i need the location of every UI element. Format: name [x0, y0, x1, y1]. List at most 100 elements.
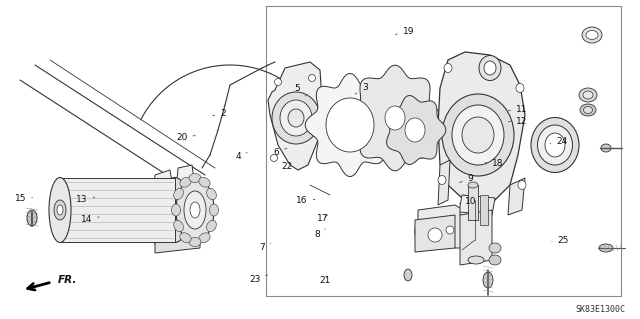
Text: 15: 15 — [15, 194, 33, 203]
Ellipse shape — [479, 56, 501, 80]
Ellipse shape — [489, 243, 501, 253]
Polygon shape — [152, 170, 175, 240]
Text: 14: 14 — [81, 215, 99, 224]
Ellipse shape — [442, 94, 514, 176]
Ellipse shape — [484, 61, 496, 75]
Ellipse shape — [159, 229, 165, 235]
Ellipse shape — [582, 27, 602, 43]
Ellipse shape — [586, 31, 598, 40]
Ellipse shape — [184, 191, 206, 229]
Polygon shape — [415, 205, 490, 248]
Text: 20: 20 — [176, 133, 195, 142]
Text: 9: 9 — [460, 174, 473, 183]
Ellipse shape — [209, 204, 218, 216]
Text: 17: 17 — [317, 214, 329, 223]
Ellipse shape — [438, 175, 446, 184]
Ellipse shape — [489, 255, 501, 265]
Text: 13: 13 — [76, 195, 95, 204]
Ellipse shape — [444, 63, 452, 72]
Polygon shape — [349, 65, 441, 171]
Bar — [266, 6, 621, 296]
Ellipse shape — [199, 233, 210, 243]
Polygon shape — [155, 225, 196, 245]
Text: 12: 12 — [508, 117, 527, 126]
Polygon shape — [438, 160, 450, 205]
Ellipse shape — [190, 202, 200, 218]
Ellipse shape — [280, 100, 312, 136]
Ellipse shape — [319, 145, 326, 152]
Ellipse shape — [158, 196, 166, 204]
Ellipse shape — [580, 104, 596, 116]
Polygon shape — [468, 185, 478, 220]
Ellipse shape — [452, 105, 504, 165]
Ellipse shape — [180, 177, 191, 187]
Ellipse shape — [172, 204, 180, 216]
Polygon shape — [387, 95, 446, 165]
Polygon shape — [326, 98, 374, 152]
Polygon shape — [480, 195, 488, 225]
Polygon shape — [305, 73, 395, 176]
Ellipse shape — [207, 188, 216, 200]
Ellipse shape — [173, 188, 184, 200]
Text: 2: 2 — [212, 109, 225, 118]
Text: 7: 7 — [260, 243, 271, 252]
Polygon shape — [60, 178, 175, 242]
Text: 25: 25 — [552, 236, 569, 245]
Text: 3: 3 — [355, 83, 367, 94]
Ellipse shape — [516, 84, 524, 93]
Ellipse shape — [180, 233, 191, 243]
Ellipse shape — [468, 182, 478, 188]
Ellipse shape — [462, 117, 494, 153]
Ellipse shape — [446, 226, 454, 234]
Text: 10: 10 — [460, 197, 477, 206]
Ellipse shape — [579, 88, 597, 102]
Polygon shape — [155, 230, 200, 253]
Ellipse shape — [182, 193, 190, 201]
Ellipse shape — [183, 226, 189, 232]
Ellipse shape — [49, 177, 71, 242]
Ellipse shape — [599, 244, 613, 252]
Ellipse shape — [275, 78, 282, 85]
Ellipse shape — [176, 177, 214, 242]
Ellipse shape — [428, 228, 442, 242]
Text: 16: 16 — [296, 197, 315, 205]
Ellipse shape — [189, 238, 201, 247]
Ellipse shape — [173, 220, 184, 232]
Ellipse shape — [54, 200, 66, 220]
Ellipse shape — [531, 117, 579, 173]
Text: 24: 24 — [550, 137, 568, 146]
Ellipse shape — [601, 144, 611, 152]
Text: 5: 5 — [295, 84, 306, 96]
Ellipse shape — [199, 177, 210, 187]
Ellipse shape — [584, 107, 593, 114]
Polygon shape — [385, 106, 405, 130]
Ellipse shape — [189, 174, 201, 182]
Ellipse shape — [583, 91, 593, 99]
Ellipse shape — [271, 154, 278, 161]
Polygon shape — [415, 215, 455, 252]
Ellipse shape — [57, 205, 63, 215]
Text: SK83E1300C: SK83E1300C — [575, 306, 625, 315]
Text: 8: 8 — [314, 229, 325, 239]
Ellipse shape — [483, 272, 493, 288]
Ellipse shape — [538, 125, 573, 165]
Polygon shape — [460, 210, 492, 265]
Text: FR.: FR. — [58, 275, 77, 285]
Ellipse shape — [404, 269, 412, 281]
Bar — [266, 6, 621, 296]
Polygon shape — [405, 118, 425, 142]
Ellipse shape — [207, 220, 216, 232]
Polygon shape — [459, 195, 495, 215]
Text: 21: 21 — [319, 276, 331, 285]
Ellipse shape — [468, 256, 484, 264]
Ellipse shape — [518, 181, 526, 189]
Ellipse shape — [161, 177, 189, 242]
Ellipse shape — [545, 133, 565, 157]
Ellipse shape — [288, 109, 304, 127]
Text: 22: 22 — [281, 162, 300, 171]
Text: 6: 6 — [274, 148, 287, 157]
Ellipse shape — [27, 210, 37, 226]
Polygon shape — [438, 52, 525, 205]
Ellipse shape — [308, 75, 316, 81]
Ellipse shape — [272, 92, 320, 144]
